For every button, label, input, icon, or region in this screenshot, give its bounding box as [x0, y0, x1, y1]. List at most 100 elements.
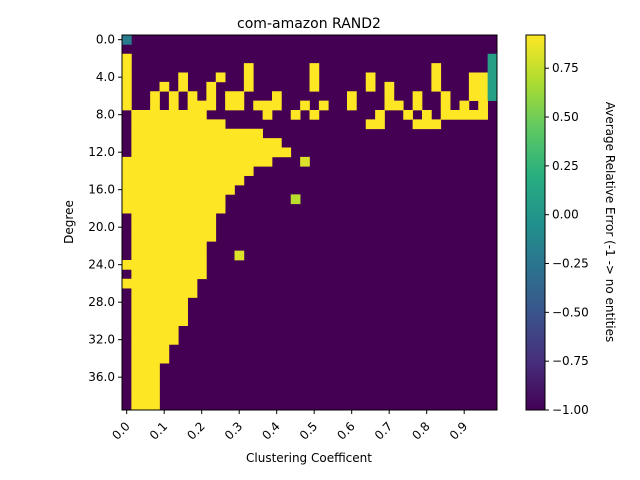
heatmap-cell: [225, 175, 235, 186]
heatmap-cell: [243, 138, 254, 148]
heatmap-cell: [131, 175, 142, 186]
heatmap-cell: [168, 185, 179, 195]
heatmap-cell: [375, 110, 385, 120]
heatmap-cell: [131, 269, 142, 280]
heatmap-cell: [159, 166, 170, 176]
heatmap-cell: [206, 166, 217, 176]
heatmap-cell: [225, 156, 235, 167]
heatmap-cell: [197, 222, 207, 233]
heatmap-cell: [178, 203, 188, 214]
heatmap-cell: [478, 91, 488, 101]
heatmap-cell: [150, 306, 160, 317]
heatmap-cell: [347, 91, 357, 101]
heatmap-cell: [150, 147, 160, 158]
heatmap-cell: [150, 156, 160, 167]
heatmap-cell: [131, 203, 142, 214]
y-tick-label: 0.0: [96, 33, 115, 47]
heatmap-cell: [159, 128, 170, 139]
heatmap-cell: [215, 185, 226, 195]
heatmap-cell: [168, 222, 179, 233]
heatmap-cell: [140, 306, 151, 317]
heatmap-cell: [131, 297, 142, 308]
colorbar-tick-label: −0.50: [552, 305, 589, 319]
heatmap-cell: [150, 391, 160, 401]
heatmap-cell: [168, 241, 179, 251]
heatmap-cell: [140, 391, 151, 401]
heatmap-cell: [187, 260, 198, 270]
heatmap-cell: [150, 363, 160, 373]
heatmap-cell: [234, 91, 245, 101]
heatmap-cell: [122, 91, 132, 101]
heatmap-cell: [140, 381, 151, 392]
heatmap-cell: [178, 72, 188, 83]
heatmap-cell: [440, 110, 451, 120]
heatmap-cell: [150, 185, 160, 195]
heatmap-cell: [140, 278, 151, 289]
heatmap-cell: [234, 175, 245, 186]
heatmap-cell: [122, 278, 132, 289]
heatmap-cell: [159, 203, 170, 214]
heatmap-cell: [178, 288, 188, 298]
heatmap-cell: [197, 166, 207, 176]
heatmap-cell: [150, 260, 160, 270]
heatmap-cell: [215, 72, 226, 83]
heatmap-cell: [168, 156, 179, 167]
heatmap-cell: [375, 119, 385, 130]
chart-title: com-amazon RAND2: [237, 16, 381, 32]
heatmap-cell: [178, 260, 188, 270]
heatmap-cell: [178, 278, 188, 289]
heatmap-cell: [168, 203, 179, 214]
heatmap-cell: [422, 110, 432, 120]
heatmap-cell: [253, 100, 263, 111]
heatmap-cell: [140, 213, 151, 223]
heatmap-cell: [300, 100, 310, 111]
heatmap-cell: [206, 213, 217, 223]
heatmap-cell: [178, 138, 188, 148]
heatmap-cell: [159, 119, 170, 130]
heatmap-cell: [197, 138, 207, 148]
heatmap-cell: [272, 100, 282, 111]
heatmap-cell: [159, 325, 170, 336]
heatmap-cell: [150, 100, 160, 111]
heatmap-cell: [365, 81, 376, 92]
y-tick-label: 24.0: [88, 258, 115, 272]
heatmap-cell: [122, 63, 132, 73]
heatmap-cell: [272, 91, 282, 101]
heatmap-cell: [215, 138, 226, 148]
colorbar-tick-label: 0.25: [552, 159, 579, 173]
heatmap-cell: [131, 213, 142, 223]
heatmap-cell: [197, 119, 207, 130]
heatmap-cell: [206, 81, 217, 92]
heatmap-cell: [187, 138, 198, 148]
heatmap-cell: [422, 119, 432, 130]
heatmap-cell: [159, 213, 170, 223]
heatmap-cell: [178, 222, 188, 233]
heatmap-cell: [159, 269, 170, 280]
heatmap-cell: [150, 110, 160, 120]
heatmap-cell: [468, 72, 479, 83]
heatmap-cell: [206, 156, 217, 167]
heatmap-cell: [159, 110, 170, 120]
heatmap-cell: [262, 147, 273, 158]
heatmap-cell: [187, 194, 198, 205]
heatmap-cell: [215, 175, 226, 186]
heatmap-cell: [384, 81, 395, 92]
y-tick-label: 28.0: [88, 295, 115, 309]
heatmap-cell: [140, 363, 151, 373]
heatmap-cell: [159, 344, 170, 355]
heatmap-cell: [262, 100, 273, 111]
heatmap-cell: [131, 110, 142, 120]
heatmap-cell: [150, 344, 160, 355]
heatmap-cell: [206, 91, 217, 101]
heatmap-cell: [431, 119, 442, 130]
heatmap-cell: [187, 278, 198, 289]
heatmap-cell: [243, 128, 254, 139]
heatmap-cell: [412, 100, 423, 111]
heatmap-cell: [140, 353, 151, 364]
heatmap-cell: [459, 100, 470, 111]
heatmap-cell: [150, 213, 160, 223]
heatmap-cell: [187, 269, 198, 280]
heatmap-cell: [197, 110, 207, 120]
heatmap-cell: [140, 241, 151, 251]
y-axis-ticks: 0.0 4.0 8.0 12.0 16.0 20.0 24.0 28.0 32.0 36.0: [88, 33, 122, 384]
